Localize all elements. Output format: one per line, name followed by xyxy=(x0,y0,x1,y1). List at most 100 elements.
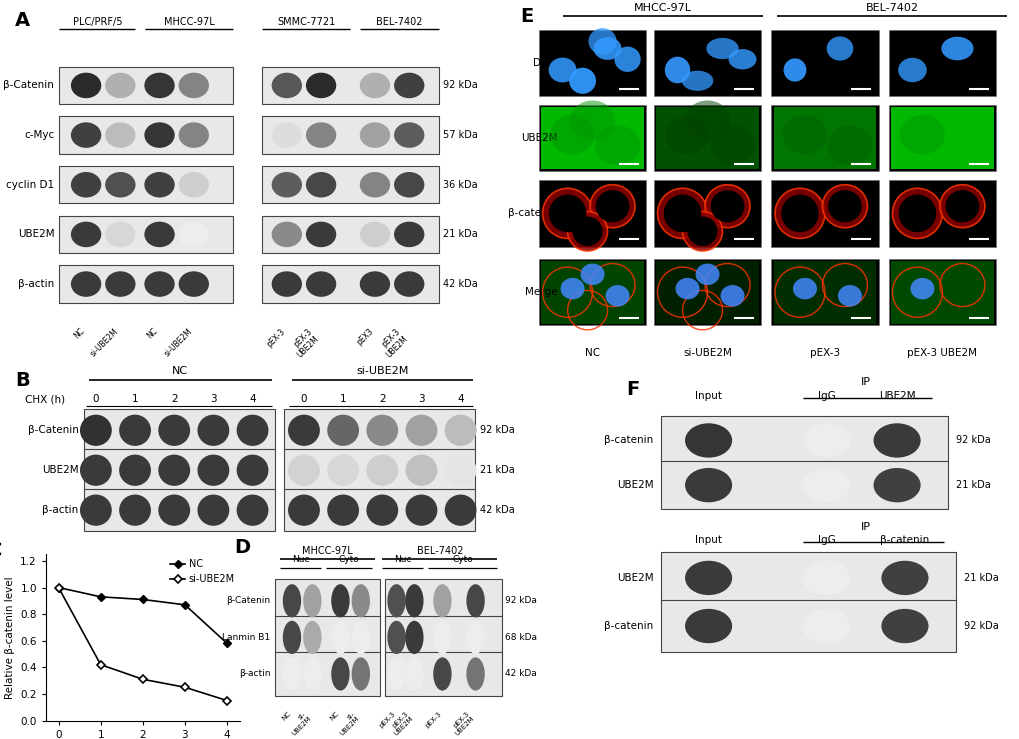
Ellipse shape xyxy=(331,584,350,617)
Text: IgG: IgG xyxy=(816,535,835,545)
Ellipse shape xyxy=(444,454,476,486)
Ellipse shape xyxy=(910,278,933,299)
Ellipse shape xyxy=(282,584,301,617)
Ellipse shape xyxy=(360,172,389,197)
Bar xyxy=(888,105,996,171)
Bar xyxy=(773,261,875,324)
Text: Cyto: Cyto xyxy=(452,555,473,565)
Text: 57 kDa: 57 kDa xyxy=(443,130,478,140)
NC xyxy=(221,639,233,648)
Text: MHCC-97L: MHCC-97L xyxy=(633,3,691,13)
Text: pEX-3: pEX-3 xyxy=(378,711,396,729)
Ellipse shape xyxy=(236,454,268,486)
Ellipse shape xyxy=(271,271,302,297)
Ellipse shape xyxy=(360,123,389,148)
Text: β-actin: β-actin xyxy=(238,670,270,678)
Text: 2: 2 xyxy=(379,394,385,404)
Text: DAPI: DAPI xyxy=(533,58,557,68)
Bar xyxy=(541,106,643,169)
Ellipse shape xyxy=(657,188,707,239)
Ellipse shape xyxy=(466,584,484,617)
Ellipse shape xyxy=(327,494,359,526)
Ellipse shape xyxy=(331,621,350,654)
Ellipse shape xyxy=(158,454,190,486)
Bar xyxy=(655,261,758,324)
Ellipse shape xyxy=(704,185,749,228)
Bar xyxy=(59,67,232,104)
Bar xyxy=(284,449,475,491)
Ellipse shape xyxy=(705,38,738,59)
Bar xyxy=(84,489,274,531)
Bar xyxy=(770,180,877,247)
Text: 21 kDa: 21 kDa xyxy=(963,573,998,583)
Ellipse shape xyxy=(560,278,584,299)
Ellipse shape xyxy=(178,172,209,197)
Text: pEX-3
UBE2M: pEX-3 UBE2M xyxy=(288,327,321,359)
Ellipse shape xyxy=(941,37,972,61)
Text: Merge: Merge xyxy=(525,287,557,297)
NC xyxy=(137,595,149,604)
Ellipse shape xyxy=(605,285,629,307)
Ellipse shape xyxy=(802,423,849,457)
Ellipse shape xyxy=(145,123,174,148)
Text: pEX-3: pEX-3 xyxy=(265,327,286,349)
Bar xyxy=(275,616,379,659)
Text: UBE2M: UBE2M xyxy=(521,133,557,143)
Bar xyxy=(653,105,760,171)
Text: Nuc: Nuc xyxy=(393,555,412,565)
Ellipse shape xyxy=(567,211,607,251)
Text: 21 kDa: 21 kDa xyxy=(443,229,478,239)
Ellipse shape xyxy=(393,172,424,197)
Ellipse shape xyxy=(405,658,423,690)
Text: 0: 0 xyxy=(93,394,99,404)
Ellipse shape xyxy=(79,415,112,446)
Text: 4: 4 xyxy=(249,394,256,404)
Ellipse shape xyxy=(675,278,699,299)
Ellipse shape xyxy=(366,494,397,526)
Text: 92 kDa: 92 kDa xyxy=(963,621,998,631)
Text: F: F xyxy=(626,381,639,399)
Bar xyxy=(655,106,758,169)
Ellipse shape xyxy=(663,194,701,232)
si-UBE2M xyxy=(178,683,191,692)
Legend: NC, si-UBE2M: NC, si-UBE2M xyxy=(170,559,234,584)
Bar xyxy=(888,180,996,247)
Ellipse shape xyxy=(821,185,866,228)
Text: Input: Input xyxy=(694,535,721,545)
si-UBE2M xyxy=(137,675,149,684)
Bar xyxy=(262,117,438,154)
Text: BEL-7402: BEL-7402 xyxy=(416,546,463,556)
Bar xyxy=(59,166,232,203)
Ellipse shape xyxy=(685,468,732,503)
Line: si-UBE2M: si-UBE2M xyxy=(56,585,229,704)
si-UBE2M xyxy=(52,583,64,592)
Text: β-catenin: β-catenin xyxy=(604,435,653,446)
Ellipse shape xyxy=(393,123,424,148)
Ellipse shape xyxy=(71,172,101,197)
Ellipse shape xyxy=(685,423,732,457)
Text: NC: NC xyxy=(72,327,86,341)
Ellipse shape xyxy=(827,190,861,222)
Text: D: D xyxy=(234,537,251,556)
Text: SMMC-7721: SMMC-7721 xyxy=(277,17,335,27)
Text: pEX-3: pEX-3 xyxy=(424,711,442,729)
Ellipse shape xyxy=(178,222,209,247)
Ellipse shape xyxy=(145,222,174,247)
Ellipse shape xyxy=(119,415,151,446)
Bar xyxy=(891,261,993,324)
Text: C: C xyxy=(0,541,2,560)
Bar xyxy=(385,579,501,622)
NC xyxy=(178,600,191,609)
Text: pEX-3
UBE2M: pEX-3 UBE2M xyxy=(376,327,409,359)
Ellipse shape xyxy=(105,222,136,247)
Ellipse shape xyxy=(572,217,602,246)
Ellipse shape xyxy=(145,271,174,297)
Text: pEX3: pEX3 xyxy=(355,327,375,347)
Ellipse shape xyxy=(569,68,595,94)
Ellipse shape xyxy=(710,190,744,222)
Bar xyxy=(661,600,955,652)
Ellipse shape xyxy=(593,37,621,60)
Text: Cyto: Cyto xyxy=(338,555,360,565)
Ellipse shape xyxy=(433,621,451,654)
Ellipse shape xyxy=(433,584,451,617)
